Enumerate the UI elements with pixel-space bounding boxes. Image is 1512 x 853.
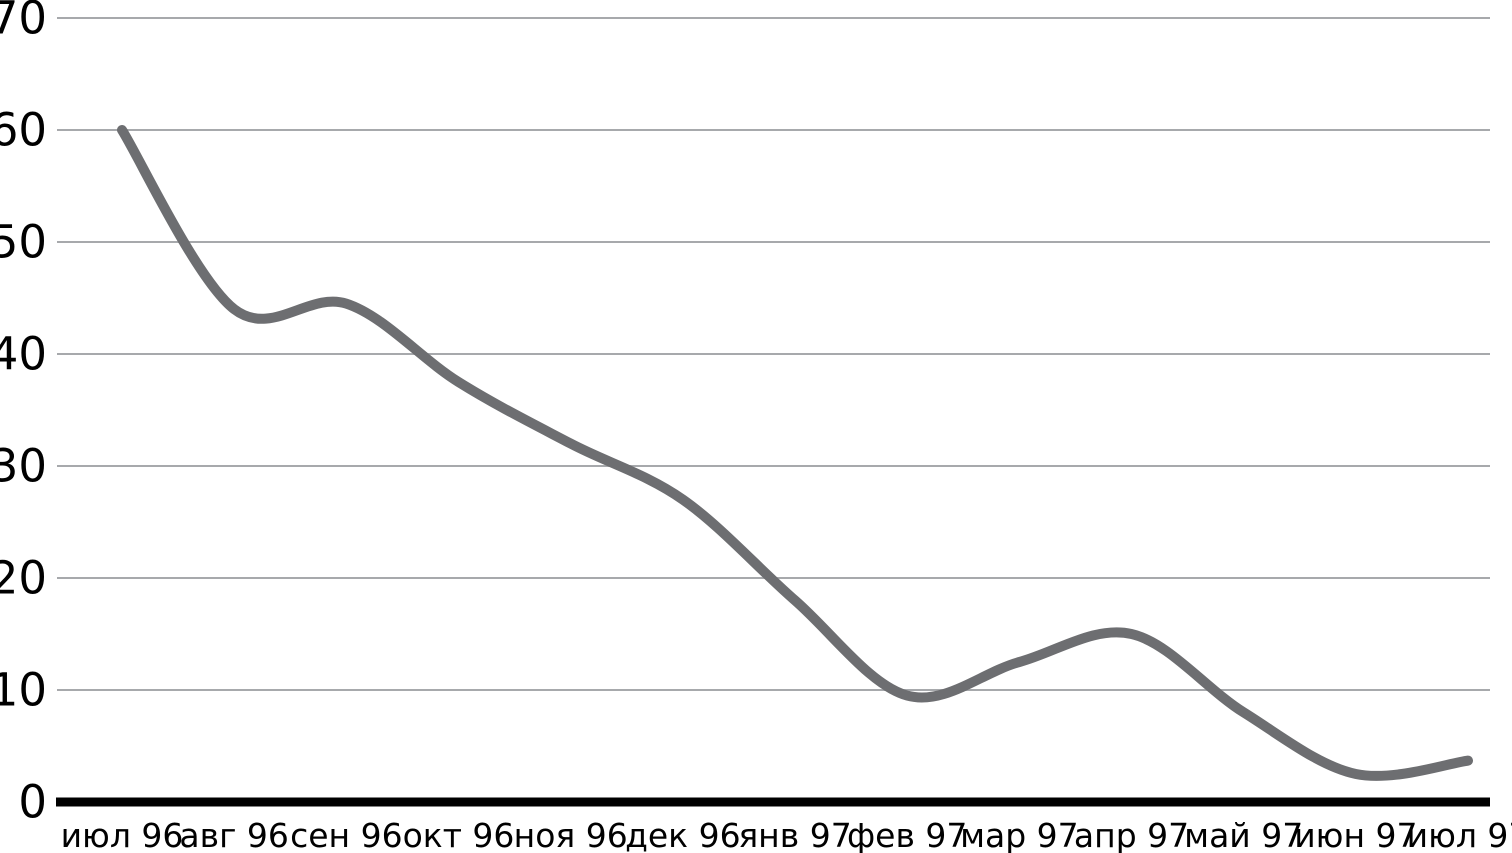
x-axis-label: сен 96 [290, 816, 403, 853]
y-axis-tick-label: 60 [0, 104, 47, 157]
x-axis-label: фев 97 [847, 816, 967, 853]
x-axis-label: ноя 96 [514, 816, 628, 853]
x-axis-label: мар 97 [960, 816, 1079, 853]
y-axis-tick-label: 70 [0, 0, 47, 45]
y-axis-tick-label: 0 [18, 776, 47, 829]
data-series-group [117, 125, 1473, 781]
y-axis-tick-label: 40 [0, 328, 47, 381]
gridlines-group [56, 17, 1490, 807]
x-axis-label: июн 97 [1294, 816, 1417, 853]
x-axis-label: окт 96 [403, 816, 515, 853]
x-axis-label: июл 96 [61, 816, 184, 853]
x-axis-label: янв 97 [738, 816, 851, 853]
y-axis-tick-label: 20 [0, 552, 47, 605]
x-axis-label: авг 96 [179, 816, 289, 853]
x-axis-label: дек 96 [625, 816, 741, 853]
x-axis-label: июл 97 [1407, 816, 1512, 853]
y-axis-labels-group: 0 10 20 30 40 50 60 70 [0, 0, 47, 829]
y-axis-tick-label: 10 [0, 664, 47, 717]
data-line [117, 125, 1473, 781]
y-axis-tick-label: 50 [0, 216, 47, 269]
x-axis-label: май 97 [1184, 816, 1303, 853]
x-axis-label: апр 97 [1074, 816, 1189, 853]
y-axis-tick-label: 30 [0, 440, 47, 493]
